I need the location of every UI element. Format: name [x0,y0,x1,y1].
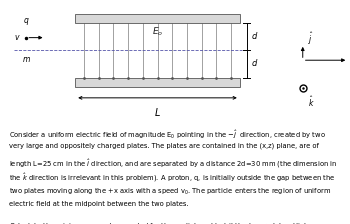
Text: q: q [24,16,29,25]
Text: Calculate the minimum speed v$_0$ needed for the particle not to hit the lower p: Calculate the minimum speed v$_0$ needed… [9,222,309,224]
Text: d: d [251,60,257,69]
Bar [75,14,240,23]
Text: Consider a uniform electric field of magnitude E$_0$ pointing in the $-\hat{j}$ : Consider a uniform electric field of mag… [9,128,326,141]
Text: two plates moving along the +x axis with a speed v$_0$. The particle enters the : two plates moving along the +x axis with… [9,187,331,197]
Text: m: m [22,55,30,64]
Text: $\hat{k}$: $\hat{k}$ [308,94,315,109]
Text: the $\hat{k}$ direction is irrelevant in this problem). A proton, q, is initiall: the $\hat{k}$ direction is irrelevant in… [9,172,335,185]
Text: length L=25 cm in the $\hat{i}$ direction, and are separated by a distance 2d=30: length L=25 cm in the $\hat{i}$ directio… [9,157,337,170]
Text: $E_o$: $E_o$ [152,25,163,38]
Bar [75,78,240,86]
Text: very large and oppositely charged plates. The plates are contained in the (x,z) : very large and oppositely charged plates… [9,143,318,149]
Text: v: v [15,33,19,42]
Text: $\hat{j}$: $\hat{j}$ [308,31,314,47]
Text: d: d [251,32,257,41]
Text: electric field at the midpoint between the two plates.: electric field at the midpoint between t… [9,201,188,207]
Text: L: L [155,108,160,118]
